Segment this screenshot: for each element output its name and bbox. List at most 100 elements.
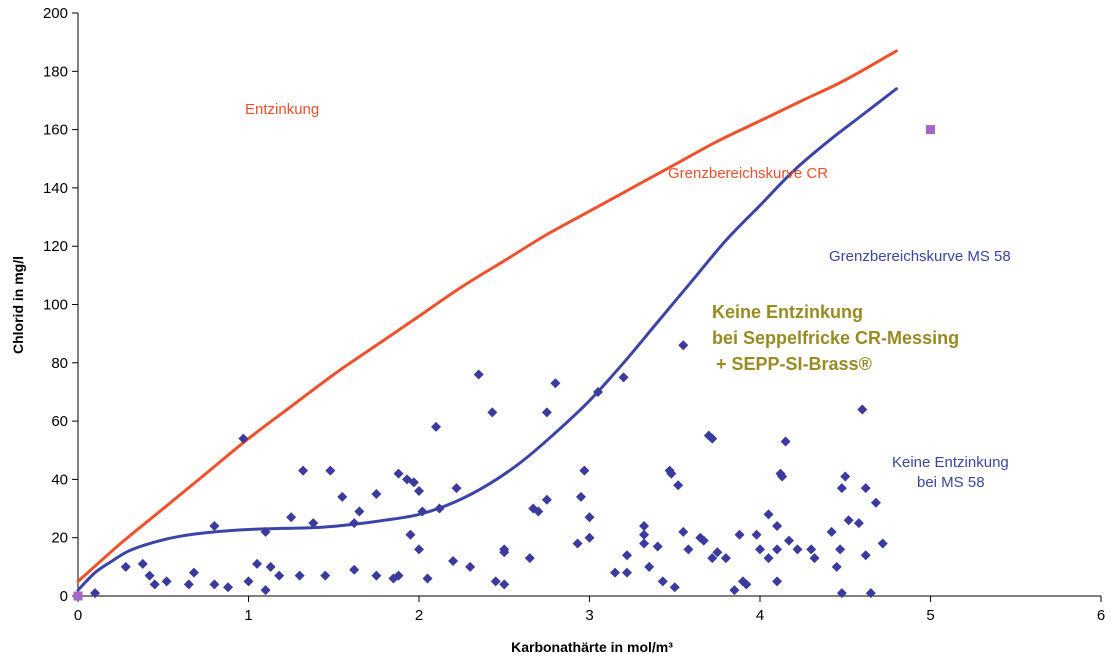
y-tick-label: 100 <box>43 297 68 314</box>
y-tick-label: 160 <box>43 122 68 139</box>
data-point <box>209 579 220 590</box>
data-point <box>238 433 249 444</box>
data-point <box>792 544 803 555</box>
data-point <box>584 512 595 523</box>
data-point <box>137 558 148 569</box>
x-tick-label: 0 <box>74 607 82 624</box>
data-point <box>405 529 416 540</box>
data-point <box>161 576 172 587</box>
data-point <box>451 483 462 494</box>
data-point <box>860 550 871 561</box>
y-tick-label: 40 <box>51 471 68 488</box>
data-point <box>720 553 731 564</box>
x-tick-label: 3 <box>585 607 593 624</box>
data-point <box>806 544 817 555</box>
data-point <box>836 483 847 494</box>
data-point <box>618 372 629 383</box>
annotations: Entzinkung Grenzbereichskurve CR Grenzbe… <box>245 101 1011 491</box>
data-point <box>683 544 694 555</box>
ms58-boundary-curve <box>76 87 898 592</box>
y-tick-label: 20 <box>51 530 68 547</box>
data-point <box>144 570 155 581</box>
data-point <box>499 544 510 555</box>
data-point <box>209 521 220 532</box>
data-point <box>550 378 561 389</box>
data-point <box>490 576 501 587</box>
data-point <box>265 561 276 572</box>
annotation-keine-entzinkung-cr-line2: bei Seppelfricke CR-Messing <box>712 328 959 348</box>
data-point <box>860 483 871 494</box>
y-tick-label: 0 <box>60 588 68 605</box>
data-point <box>414 486 424 497</box>
y-tick-label: 200 <box>43 5 68 22</box>
data-point <box>499 579 510 590</box>
y-tick-label: 60 <box>51 413 68 430</box>
annotation-keine-entzinkung-cr-line3: + SEPP-SI-Brass® <box>716 354 872 374</box>
data-point <box>809 553 820 564</box>
data-point <box>610 567 621 578</box>
data-point <box>707 553 718 564</box>
data-point <box>657 576 668 587</box>
data-point <box>465 561 476 572</box>
x-tick-label: 6 <box>1097 607 1105 624</box>
data-point <box>622 550 633 561</box>
data-point <box>772 521 783 532</box>
data-point <box>857 404 868 415</box>
data-point <box>751 529 762 540</box>
annotation-grenzbereichskurve-cr: Grenzbereichskurve CR <box>668 165 828 182</box>
x-tick-labels: 0 1 2 3 4 5 6 <box>74 607 1105 624</box>
data-point <box>644 561 655 572</box>
data-point <box>188 567 199 578</box>
data-point <box>487 407 498 418</box>
data-point <box>524 553 535 564</box>
data-point <box>431 421 442 432</box>
data-point <box>298 465 309 476</box>
series-layer <box>73 49 935 601</box>
data-point <box>371 488 382 499</box>
data-point <box>783 535 794 546</box>
data-point <box>678 340 689 351</box>
data-point <box>712 547 723 558</box>
data-point <box>877 538 888 549</box>
data-point <box>865 588 876 599</box>
data-point <box>286 512 297 523</box>
data-point <box>260 585 271 596</box>
data-point <box>252 558 263 569</box>
data-point <box>836 588 847 599</box>
data-point <box>320 570 331 581</box>
annotation-keine-entzinkung-ms58-line1: Keine Entzinkung <box>892 454 1009 471</box>
data-point <box>593 386 604 397</box>
data-point <box>652 541 663 552</box>
data-point <box>741 579 752 590</box>
data-point <box>579 465 590 476</box>
data-point <box>777 471 788 482</box>
data-point <box>408 477 419 488</box>
x-tick-label: 1 <box>244 607 252 624</box>
data-point <box>673 480 684 491</box>
data-point <box>294 570 305 581</box>
annotation-keine-entzinkung-cr-line1: Keine Entzinkung <box>712 302 863 322</box>
data-point <box>417 506 428 517</box>
data-point <box>755 544 765 555</box>
x-tick-label: 4 <box>756 607 764 624</box>
x-tick-label: 5 <box>926 607 934 624</box>
data-point <box>325 465 336 476</box>
data-point <box>120 561 131 572</box>
y-axis-title: Chlorid in mg/l <box>10 256 26 354</box>
data-point <box>853 518 864 529</box>
data-point <box>840 471 851 482</box>
data-point <box>274 570 285 581</box>
data-point <box>639 521 650 532</box>
square-marker <box>926 125 935 135</box>
data-point <box>183 579 194 590</box>
y-tick-label: 180 <box>43 63 68 80</box>
data-point <box>666 468 677 479</box>
data-point <box>572 538 583 549</box>
data-point <box>243 576 254 587</box>
data-point <box>678 526 689 537</box>
data-point <box>843 515 854 526</box>
data-point <box>337 491 348 502</box>
y-tick-labels: 0 20 40 60 80 100 120 140 160 180 200 <box>43 5 68 605</box>
data-point <box>772 576 783 587</box>
